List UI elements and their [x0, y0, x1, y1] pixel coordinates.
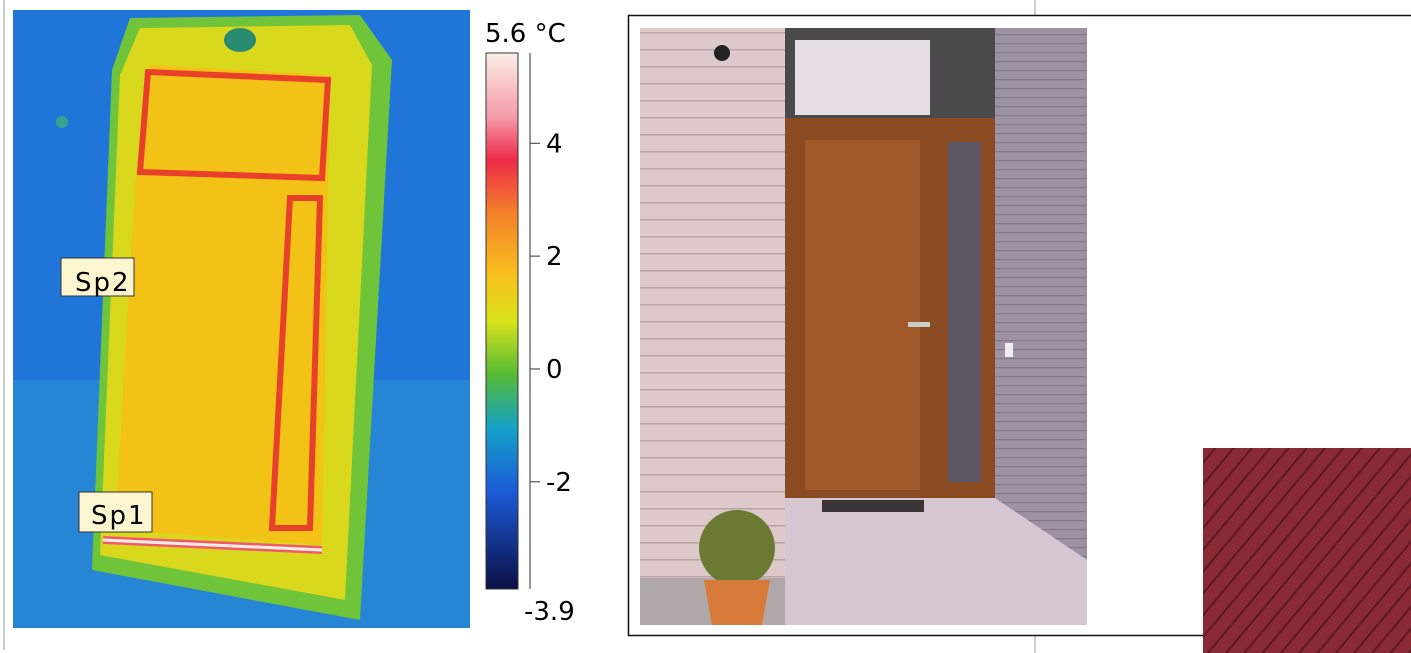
texture-thumbnail: [1203, 448, 1411, 653]
colorbar: [486, 53, 518, 589]
tick-label: 0: [546, 355, 563, 385]
page: Sp2 Sp1 5.6 °C 4 2 0 -2 -3.9: [0, 0, 1411, 653]
screen: Sp2 Sp1 5.6 °C 4 2 0 -2 -3.9: [0, 0, 1411, 653]
thermal-image: [13, 10, 470, 628]
colorbar-min-label: -3.9: [524, 597, 575, 627]
marker-label: Sp1: [91, 501, 147, 531]
marker-label: Sp2: [75, 268, 131, 298]
spot-marker: Sp1: [79, 492, 152, 532]
tick-label: -2: [546, 468, 572, 498]
tick-label: 4: [546, 129, 563, 159]
colorbar-max-label: 5.6 °C: [485, 19, 566, 49]
door-photo: [640, 28, 1087, 625]
spot-marker: Sp2: [61, 258, 134, 298]
tick-label: 2: [546, 242, 563, 272]
